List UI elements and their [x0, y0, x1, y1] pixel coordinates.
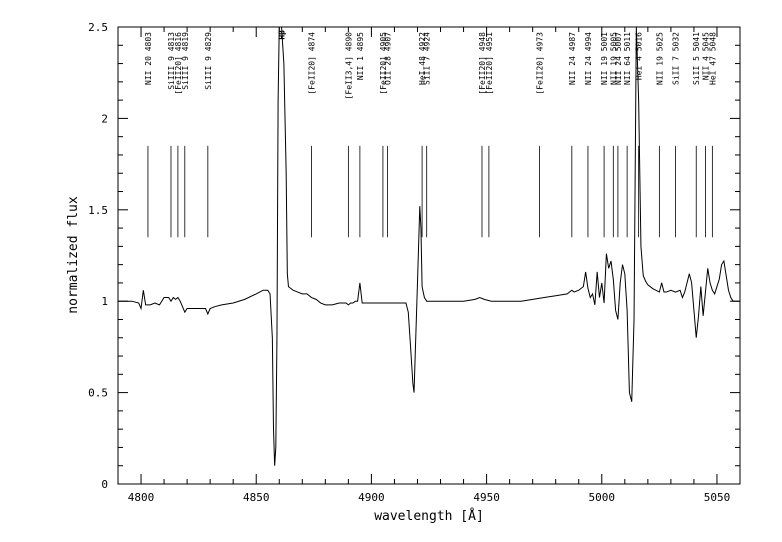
marker-label: NII 64 5011	[623, 32, 632, 85]
x-tick-label: 5000	[589, 491, 616, 504]
marker-label: [FeII20] 4874	[308, 32, 317, 95]
marker-label: SiIII 9 4829	[204, 32, 213, 90]
marker-label: [FeII20] 4948	[478, 32, 487, 95]
marker-label: SiII 7 5032	[671, 32, 680, 85]
x-tick-label: 5050	[704, 491, 731, 504]
x-axis-ticks: 4800 4850 4900 4950 5000 5050	[128, 27, 730, 504]
minor-ticks	[117, 27, 741, 484]
marker-label: SiII 5 5041	[692, 32, 701, 85]
marker-label: NII 24 4987	[568, 32, 577, 85]
marker-label: [FeII20] 4951	[485, 32, 494, 95]
y-tick-label: 2.5	[88, 21, 108, 34]
marker-label: OII 28 4907	[384, 32, 393, 85]
y-tick-label: 1	[101, 295, 108, 308]
x-axis-title: wavelength [Å]	[374, 508, 484, 524]
marker-label: NII 19 5025	[655, 32, 664, 85]
marker-label: HeI 4 5016	[635, 32, 644, 80]
y-tick-label: 0.5	[88, 387, 108, 400]
marker-label: SiIII 9 4813	[167, 32, 176, 90]
marker-label: [FeII20] 4973	[536, 32, 545, 95]
y-tick-label: 2	[101, 112, 108, 125]
y-axis-title: normalized flux	[66, 196, 81, 314]
marker-label: NII 24 5007	[614, 32, 623, 85]
y-tick-label: 1.5	[88, 204, 108, 217]
plot-frame	[117, 26, 741, 485]
marker-label: HeI 48 4922	[418, 32, 427, 85]
marker-label: NII 19 5005	[609, 32, 618, 85]
marker-label: [FeII3,4] 4890	[344, 32, 353, 100]
y-tick-label: 0	[101, 478, 108, 491]
x-tick-label: 4900	[358, 491, 385, 504]
y-axis-ticks: 0 0.5 1 1.5 2 2.5	[88, 21, 740, 491]
marker-label: SiII 7 4924	[423, 32, 432, 85]
marker-label: NII 19 5001	[600, 32, 609, 85]
marker-label: NII 1 4895	[356, 32, 365, 80]
spectrum-series	[118, 26, 740, 466]
x-tick-label: 4950	[473, 491, 500, 504]
marker-label: SiIII 9 4819	[181, 32, 190, 90]
spectrum-line	[118, 26, 740, 466]
x-tick-label: 4850	[243, 491, 270, 504]
marker-label: NII 24 4994	[584, 32, 593, 85]
marker-label: NII 20 4803	[144, 32, 153, 85]
marker-label: HeI 47 5048	[708, 32, 717, 85]
line-markers: NII 20 4803 SiIII 9 4813[FeII20] 4816SiII…	[144, 30, 717, 238]
marker-label: NII 4 5045	[701, 32, 710, 80]
marker-label: [FeII20] 4905	[379, 32, 388, 95]
x-tick-label: 4800	[128, 491, 155, 504]
marker-label: [FeII20] 4816	[174, 32, 183, 95]
